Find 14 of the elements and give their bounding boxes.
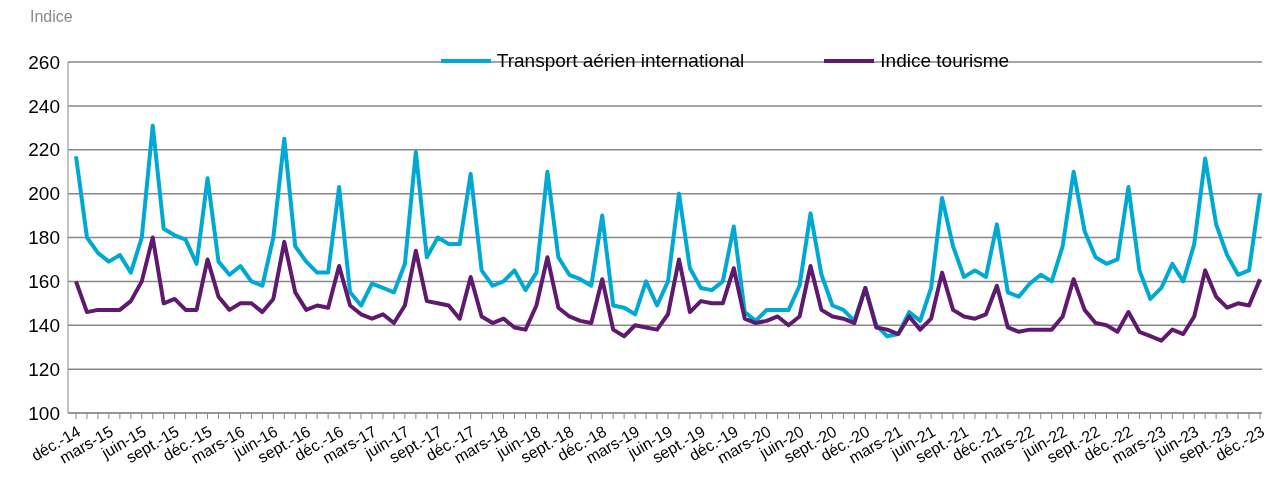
line-series bbox=[74, 235, 1262, 343]
y-axis-title: Indice bbox=[30, 8, 73, 26]
legend-label: Indice tourisme bbox=[880, 50, 1010, 72]
y-tick-label: 220 bbox=[28, 139, 60, 161]
y-tick-label: 120 bbox=[28, 358, 60, 380]
y-tick-label: 240 bbox=[28, 95, 60, 117]
line-series bbox=[74, 123, 1262, 339]
y-tick-label: 180 bbox=[28, 227, 60, 249]
y-tick-label: 160 bbox=[28, 271, 60, 293]
y-tick-label: 100 bbox=[28, 402, 60, 424]
y-tick-label: 200 bbox=[28, 183, 60, 205]
y-tick-label: 140 bbox=[28, 314, 60, 336]
legend-label: Transport aérien international bbox=[496, 50, 745, 72]
y-tick-label: 260 bbox=[28, 51, 60, 73]
